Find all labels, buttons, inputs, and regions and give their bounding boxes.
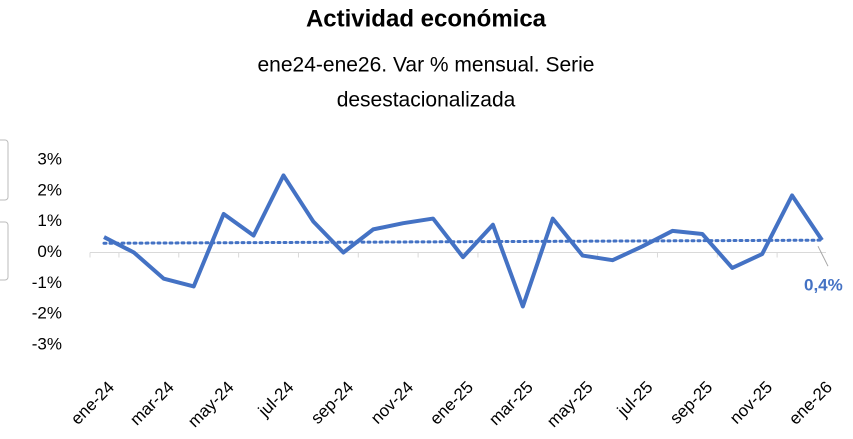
y-tick-label: -3% [32, 334, 62, 353]
chart-subtitle: ene24-ene26. Var % mensual. Serie [258, 54, 595, 77]
y-tick-label: -2% [32, 304, 62, 323]
x-tick-label: mar-24 [126, 378, 178, 430]
x-tick-label: jul-24 [254, 378, 298, 422]
data-line [103, 173, 824, 309]
x-tick-label: jul-25 [613, 378, 657, 422]
x-tick-label: nov-24 [367, 378, 417, 428]
data-label: 0,4% [804, 276, 843, 295]
trend-line [102, 238, 824, 245]
y-tick-label: -1% [32, 273, 62, 292]
y-tick-label: 2% [37, 180, 62, 199]
x-tick-label: may-24 [184, 378, 238, 432]
chart-title: Actividad económica [306, 5, 547, 32]
y-tick-label: 1% [37, 211, 62, 230]
x-tick-label: ene-24 [67, 378, 118, 429]
x-tick-label: mar-25 [485, 378, 537, 430]
side-box [0, 139, 9, 201]
x-tick-label: nov-25 [726, 378, 776, 428]
x-tick-label: ene-26 [785, 378, 836, 429]
y-tick-label: 0% [37, 242, 62, 261]
side-box [0, 221, 9, 281]
x-tick-label: may-25 [543, 378, 597, 432]
chart-subtitle: desestacionalizada [337, 89, 516, 112]
x-tick-label: sep-24 [307, 378, 357, 428]
x-tick-label: ene-25 [426, 378, 477, 429]
y-tick-label: 3% [37, 149, 62, 168]
leader-line [817, 245, 829, 267]
x-tick-label: sep-25 [666, 378, 716, 428]
